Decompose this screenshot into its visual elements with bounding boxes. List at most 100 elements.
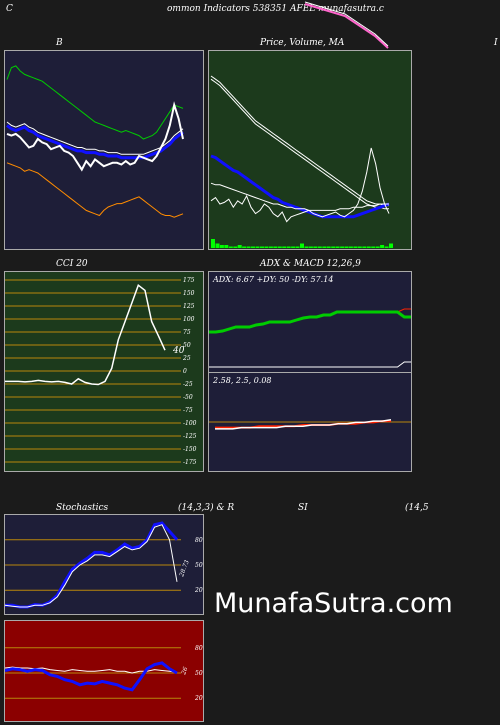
volume-bar bbox=[322, 246, 327, 248]
volume-bar bbox=[317, 246, 322, 248]
rsi-tick-label: 50 bbox=[195, 670, 203, 677]
volume-bar bbox=[233, 246, 238, 248]
watermark-text: MunafaSutra.com bbox=[214, 588, 453, 619]
volume-bar bbox=[282, 246, 287, 248]
volume-bar bbox=[255, 246, 260, 248]
stoch-k-line bbox=[5, 521, 179, 609]
cci-tick-label: -50 bbox=[183, 394, 193, 401]
bollinger-series-1 bbox=[6, 121, 184, 155]
stoch-tick-label: 20 bbox=[194, 587, 203, 594]
cci-current-label: 40 bbox=[172, 346, 185, 356]
bollinger-panel bbox=[4, 50, 204, 250]
cci-tick-label: 100 bbox=[183, 316, 195, 323]
volume-bar bbox=[237, 245, 242, 248]
cci-tick-label: 75 bbox=[183, 329, 191, 336]
volume-bar bbox=[219, 245, 224, 248]
adx-plot bbox=[209, 308, 411, 368]
cci-tick-label: 150 bbox=[183, 290, 195, 297]
volume-bar bbox=[308, 246, 313, 248]
bollinger-series-3 bbox=[6, 162, 184, 218]
cci-tick-label: -150 bbox=[183, 446, 197, 453]
volume-bar bbox=[353, 246, 358, 248]
volume-bar bbox=[295, 246, 300, 248]
rsi-title: SI bbox=[298, 503, 308, 513]
adx-title: ADX & MACD 12,26,9 bbox=[260, 259, 361, 269]
cci-tick-label: 50 bbox=[183, 342, 191, 349]
volume-bar bbox=[260, 246, 264, 248]
rsi-current-label: 26 bbox=[180, 666, 190, 677]
cci-plot: 175 150 125 100 75 50 25 0 -25 -50 -75 -100 -125 -150… bbox=[5, 277, 197, 466]
bollinger-series-2 bbox=[6, 124, 184, 160]
volume-bar bbox=[251, 246, 255, 248]
macd-panel: 2.58, 2.5, 0.08 bbox=[208, 372, 412, 472]
stochastics-params: (14,3,3) & R bbox=[178, 503, 235, 513]
volume-bar bbox=[357, 246, 362, 248]
cci-tick-label: -25 bbox=[183, 381, 193, 388]
rsi-plot: 80 50 20 26 bbox=[5, 645, 203, 702]
adx-line bbox=[209, 361, 411, 368]
volume-bar bbox=[362, 246, 367, 248]
cci-tick-label: 125 bbox=[183, 303, 195, 310]
cci-tick-label: 25 bbox=[182, 355, 191, 362]
adx-plus-dy-line bbox=[209, 310, 411, 334]
volume-bar bbox=[300, 243, 304, 248]
cci-panel: 175 150 125 100 75 50 25 0 -25 -50 -75 -100 -125 -150… bbox=[4, 271, 204, 472]
rsi-tick-label: 80 bbox=[195, 645, 203, 652]
volume-bar bbox=[291, 246, 296, 248]
stochastics-title: Stochastics bbox=[56, 503, 109, 513]
macd-values-label: 2.58, 2.5, 0.08 bbox=[213, 376, 272, 385]
volume-bar bbox=[246, 246, 251, 248]
rsi-tick-label: 20 bbox=[194, 695, 203, 702]
volume-bar bbox=[277, 246, 282, 248]
macd-plot bbox=[209, 419, 411, 430]
bollinger-series-4 bbox=[6, 101, 184, 172]
volume-bar bbox=[380, 245, 385, 248]
volume-bar bbox=[384, 246, 389, 248]
macd-line bbox=[215, 419, 392, 430]
chart-page-title: ommon Indicators 538351 AFEL munafasutra… bbox=[167, 4, 384, 14]
volume-bar bbox=[335, 246, 340, 248]
volume-bar bbox=[366, 246, 371, 248]
cci-tick-label: -125 bbox=[183, 433, 197, 440]
volume-bar bbox=[313, 246, 318, 248]
volume-bar bbox=[286, 246, 291, 248]
adx-panel: ADX: 6.67 +DY: 50 -DY: 57.14 bbox=[208, 271, 412, 373]
stochastics-plot: 80 50 20 28.73 bbox=[5, 521, 203, 609]
cci-line bbox=[5, 283, 166, 386]
stoch-tick-label: 50 bbox=[195, 562, 203, 569]
volume-bar bbox=[268, 246, 273, 248]
rsi-panel: 80 50 20 26 bbox=[4, 620, 204, 722]
price-plot bbox=[210, 75, 393, 248]
volume-bar bbox=[331, 246, 336, 248]
volume-bar bbox=[211, 239, 215, 248]
bollinger-title: B bbox=[56, 38, 63, 48]
cci-tick-label: -100 bbox=[183, 420, 197, 427]
cci-title: CCI 20 bbox=[56, 259, 88, 269]
volume-bar bbox=[389, 243, 393, 248]
volume-bar bbox=[273, 246, 278, 248]
cci-tick-label: -75 bbox=[183, 407, 193, 414]
price-panel-title: Price, Volume, MA bbox=[260, 38, 345, 48]
volume-bar bbox=[228, 246, 233, 248]
bollinger-plot bbox=[6, 65, 184, 218]
rsi-params: (14,5 bbox=[405, 503, 429, 513]
volume-bar bbox=[326, 246, 331, 248]
header-left-letter: C bbox=[6, 4, 13, 14]
adx-values-label: ADX: 6.67 +DY: 50 -DY: 57.14 bbox=[213, 275, 334, 284]
volume-bar bbox=[242, 246, 247, 248]
stoch-d-line bbox=[5, 524, 178, 608]
volume-bar bbox=[348, 246, 353, 248]
cci-tick-label: 175 bbox=[183, 277, 195, 284]
price-series-4 bbox=[210, 182, 389, 211]
price-series-0 bbox=[210, 75, 389, 207]
header-right-letter: I bbox=[494, 38, 498, 48]
volume-bar bbox=[344, 246, 349, 248]
stochastics-panel: 80 50 20 28.73 bbox=[4, 514, 204, 615]
rsi-line bbox=[5, 661, 178, 692]
stoch-current-label: 28.73 bbox=[178, 559, 191, 579]
volume-bar bbox=[371, 246, 376, 248]
volume-bar bbox=[264, 246, 269, 248]
price-panel bbox=[208, 50, 412, 250]
header-trend-line bbox=[304, 1, 389, 49]
cci-tick-label: -175 bbox=[183, 459, 197, 466]
